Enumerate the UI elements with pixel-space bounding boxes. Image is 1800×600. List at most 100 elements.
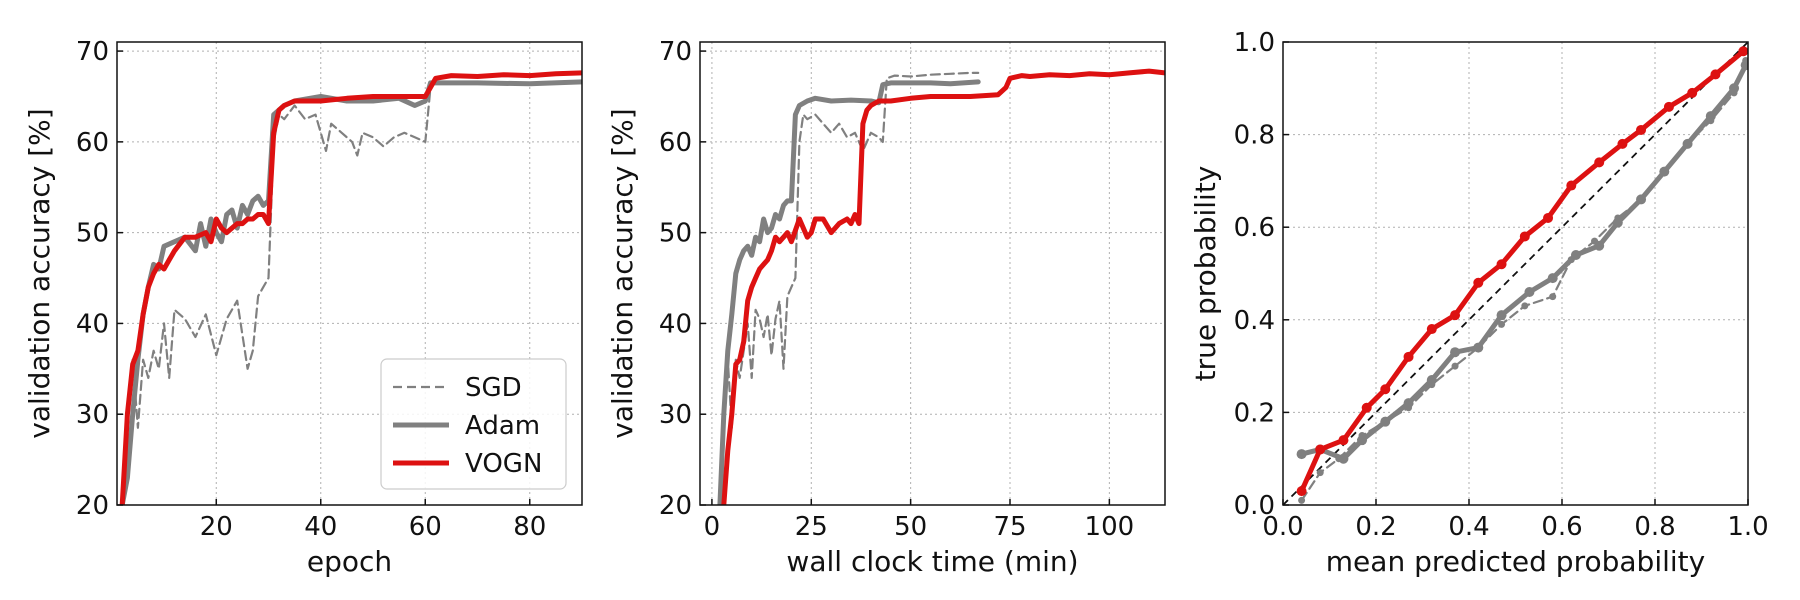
x-tick-label: 100 (1085, 512, 1135, 542)
data-point-sgd (1316, 469, 1324, 477)
data-point-vogn (1338, 435, 1349, 446)
x-tick-label: 0.2 (1355, 512, 1396, 542)
legend: SGD Adam VOGN (380, 358, 567, 490)
y-tick-label: 1.0 (1234, 28, 1275, 58)
data-point-vogn (1450, 310, 1461, 321)
x-tick-label: 0.6 (1541, 512, 1582, 542)
y-axis-label: validation accuracy [%] (23, 108, 56, 438)
series-line-sgd (720, 71, 980, 505)
series-line-adam (717, 79, 981, 505)
series-line-vogn (721, 68, 1165, 505)
plot-frame (699, 41, 1166, 506)
data-point-sgd (1298, 496, 1306, 504)
x-axis-label: mean predicted probability (1326, 545, 1705, 578)
y-tick-label: 70 (659, 37, 692, 67)
x-axis-label: epoch (307, 545, 392, 578)
y-tick-label: 20 (76, 491, 109, 521)
data-point-adam (1496, 310, 1507, 321)
data-point-adam (1705, 111, 1716, 122)
plot-frame (116, 41, 583, 506)
data-point-vogn (1594, 157, 1605, 168)
legend-label-sgd: SGD (465, 373, 522, 403)
data-point-vogn (1543, 212, 1554, 223)
plot-frame (1282, 41, 1749, 506)
y-tick-label: 0.2 (1234, 398, 1275, 428)
x-tick-label: 75 (993, 512, 1026, 542)
chart-panel-3: 0.0 0.2 0.4 0.6 0.8 1.0 0.0 0.2 0.4 0.6 0.8 1.0 mean… (1189, 28, 1769, 578)
data-point-vogn (1496, 259, 1507, 270)
y-tick-label: 70 (76, 37, 109, 67)
y-tick-label: 50 (76, 219, 109, 249)
legend-box (380, 358, 567, 490)
y-tick-label: 60 (76, 128, 109, 158)
data-point-vogn (1296, 486, 1307, 497)
series-line-adam (1299, 62, 1748, 462)
data-point-adam (1473, 342, 1484, 353)
y-tick-label: 0.6 (1234, 213, 1275, 243)
data-point-adam (1659, 166, 1670, 177)
y-tick-label: 0.4 (1234, 306, 1275, 336)
data-point-vogn (1566, 180, 1577, 191)
x-tick-label: 50 (894, 512, 927, 542)
data-point-sgd (1498, 320, 1506, 328)
data-point-adam (1740, 60, 1748, 71)
y-tick-label: 20 (659, 491, 692, 521)
series-group (717, 68, 1165, 505)
diagonal-reference-line (1282, 41, 1749, 506)
series-line-sgd (121, 86, 432, 505)
data-point-vogn (1473, 277, 1484, 288)
y-tick-label: 0.0 (1234, 491, 1275, 521)
x-tick-label: 1.0 (1727, 512, 1768, 542)
chart-panel-2: 0 25 50 75 100 20 30 40 50 60 70 wall clock time (m… (606, 37, 1166, 578)
series-group (1296, 46, 1748, 504)
data-point-sgd (1451, 362, 1459, 370)
x-tick-label: 0 (704, 512, 721, 542)
data-point-adam (1547, 273, 1558, 284)
data-point-vogn (1315, 444, 1326, 455)
data-point-vogn (1636, 124, 1647, 135)
data-point-adam (1524, 287, 1535, 298)
data-point-adam (1594, 240, 1605, 251)
data-point-sgd (1549, 293, 1557, 301)
series-group (119, 70, 582, 505)
data-point-vogn (1687, 87, 1698, 98)
y-tick-label: 0.8 (1234, 121, 1275, 151)
data-point-adam (1380, 416, 1391, 427)
data-point-vogn (1426, 324, 1437, 335)
x-tick-label: 0.8 (1634, 512, 1675, 542)
data-point-adam (1682, 138, 1693, 149)
data-point-vogn (1663, 101, 1674, 112)
y-tick-label: 40 (76, 309, 109, 339)
legend-label-vogn: VOGN (465, 449, 542, 479)
data-point-adam (1570, 249, 1581, 260)
x-tick-label: 20 (200, 512, 233, 542)
data-point-vogn (1361, 402, 1372, 413)
data-point-adam (1450, 347, 1461, 358)
data-point-adam (1636, 194, 1647, 205)
y-tick-label: 40 (659, 309, 692, 339)
chart-panel-1: 20 40 60 80 20 30 40 50 60 70 epoch validation accu… (23, 37, 583, 578)
x-tick-label: 60 (409, 512, 442, 542)
series-line-vogn (119, 70, 582, 505)
y-tick-label: 30 (659, 400, 692, 430)
x-tick-label: 40 (304, 512, 337, 542)
data-point-sgd (1521, 302, 1529, 310)
y-axis-label: true probability (1189, 166, 1222, 382)
y-tick-label: 60 (659, 128, 692, 158)
data-point-vogn (1380, 384, 1391, 395)
data-point-adam (1357, 435, 1368, 446)
data-point-vogn (1710, 69, 1721, 80)
data-point-vogn (1738, 46, 1748, 57)
data-point-vogn (1617, 138, 1628, 149)
series-line-vogn (1299, 48, 1746, 494)
y-axis-label: validation accuracy [%] (606, 108, 639, 438)
legend-label-adam: Adam (465, 411, 540, 441)
data-point-adam (1296, 449, 1307, 460)
data-point-adam (1403, 398, 1414, 409)
data-point-adam (1612, 217, 1623, 228)
y-tick-label: 50 (659, 219, 692, 249)
data-point-vogn (1403, 351, 1414, 362)
data-point-vogn (1519, 231, 1530, 242)
y-tick-label: 30 (76, 400, 109, 430)
